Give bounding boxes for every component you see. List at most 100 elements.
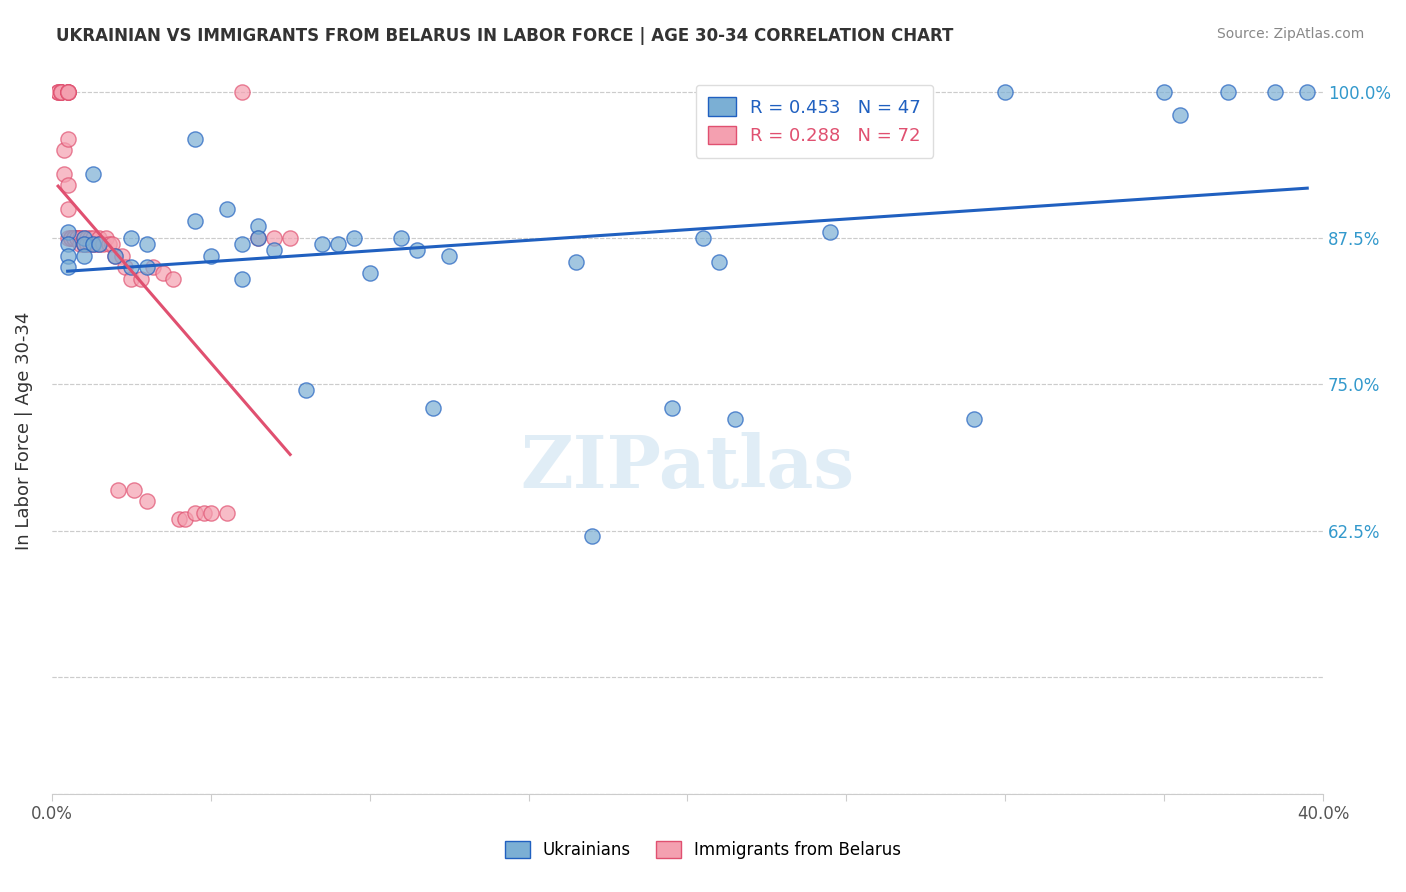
Point	[72, 231, 94, 245]
Point	[56, 131, 79, 145]
Point	[63, 231, 86, 245]
Point	[46, 85, 69, 99]
Point	[84, 236, 107, 251]
Point	[46, 85, 69, 99]
Point	[200, 506, 222, 520]
Point	[66, 231, 89, 245]
Point	[200, 249, 222, 263]
Point	[120, 231, 142, 245]
Point	[56, 260, 79, 275]
Point	[76, 236, 98, 251]
Point	[661, 401, 683, 415]
Point	[231, 85, 253, 99]
Point	[59, 231, 82, 245]
Point	[82, 167, 104, 181]
Point	[215, 202, 238, 216]
Point	[247, 219, 270, 234]
Point	[104, 249, 127, 263]
Point	[104, 249, 127, 263]
Point	[994, 85, 1017, 99]
Point	[359, 266, 381, 280]
Point	[101, 236, 124, 251]
Point	[152, 266, 174, 280]
Point	[82, 236, 104, 251]
Point	[72, 236, 94, 251]
Point	[51, 85, 73, 99]
Point	[124, 483, 146, 497]
Point	[389, 231, 412, 245]
Point	[56, 202, 79, 216]
Point	[184, 131, 207, 145]
Point	[46, 85, 69, 99]
Point	[82, 236, 104, 251]
Point	[51, 85, 73, 99]
Point	[72, 249, 94, 263]
Point	[406, 243, 429, 257]
Point	[215, 506, 238, 520]
Point	[136, 260, 159, 275]
Point	[142, 260, 165, 275]
Point	[56, 85, 79, 99]
Point	[1153, 85, 1175, 99]
Point	[66, 231, 89, 245]
Point	[89, 236, 111, 251]
Point	[295, 383, 318, 397]
Point	[51, 85, 73, 99]
Point	[1264, 85, 1286, 99]
Point	[66, 231, 89, 245]
Text: Source: ZipAtlas.com: Source: ZipAtlas.com	[1216, 27, 1364, 41]
Point	[231, 236, 253, 251]
Point	[231, 272, 253, 286]
Point	[278, 231, 301, 245]
Point	[136, 236, 159, 251]
Point	[94, 231, 117, 245]
Point	[565, 254, 588, 268]
Point	[76, 231, 98, 245]
Point	[114, 260, 136, 275]
Point	[63, 231, 86, 245]
Point	[59, 231, 82, 245]
Text: UKRAINIAN VS IMMIGRANTS FROM BELARUS IN LABOR FORCE | AGE 30-34 CORRELATION CHAR: UKRAINIAN VS IMMIGRANTS FROM BELARUS IN …	[56, 27, 953, 45]
Point	[56, 231, 79, 245]
Point	[437, 249, 460, 263]
Point	[247, 231, 270, 245]
Point	[89, 231, 111, 245]
Point	[136, 494, 159, 508]
Point	[962, 412, 984, 426]
Point	[247, 231, 270, 245]
Point	[56, 85, 79, 99]
Point	[343, 231, 366, 245]
Legend: Ukrainians, Immigrants from Belarus: Ukrainians, Immigrants from Belarus	[498, 834, 908, 866]
Point	[174, 512, 197, 526]
Point	[72, 231, 94, 245]
Text: ZIPatlas: ZIPatlas	[520, 432, 855, 503]
Point	[184, 213, 207, 227]
Point	[72, 236, 94, 251]
Point	[56, 225, 79, 239]
Point	[581, 529, 603, 543]
Point	[56, 249, 79, 263]
Point	[692, 231, 714, 245]
Point	[111, 249, 134, 263]
Point	[89, 236, 111, 251]
Point	[311, 236, 333, 251]
Point	[709, 254, 731, 268]
Point	[422, 401, 444, 415]
Point	[120, 260, 142, 275]
Point	[167, 512, 190, 526]
Point	[1168, 108, 1191, 122]
Point	[63, 231, 86, 245]
Point	[326, 236, 349, 251]
Point	[72, 236, 94, 251]
Point	[162, 272, 184, 286]
Point	[63, 231, 86, 245]
Point	[82, 231, 104, 245]
Point	[56, 85, 79, 99]
Y-axis label: In Labor Force | Age 30-34: In Labor Force | Age 30-34	[15, 312, 32, 550]
Point	[56, 85, 79, 99]
Point	[53, 167, 76, 181]
Point	[120, 272, 142, 286]
Point	[184, 506, 207, 520]
Point	[69, 236, 91, 251]
Point	[51, 85, 73, 99]
